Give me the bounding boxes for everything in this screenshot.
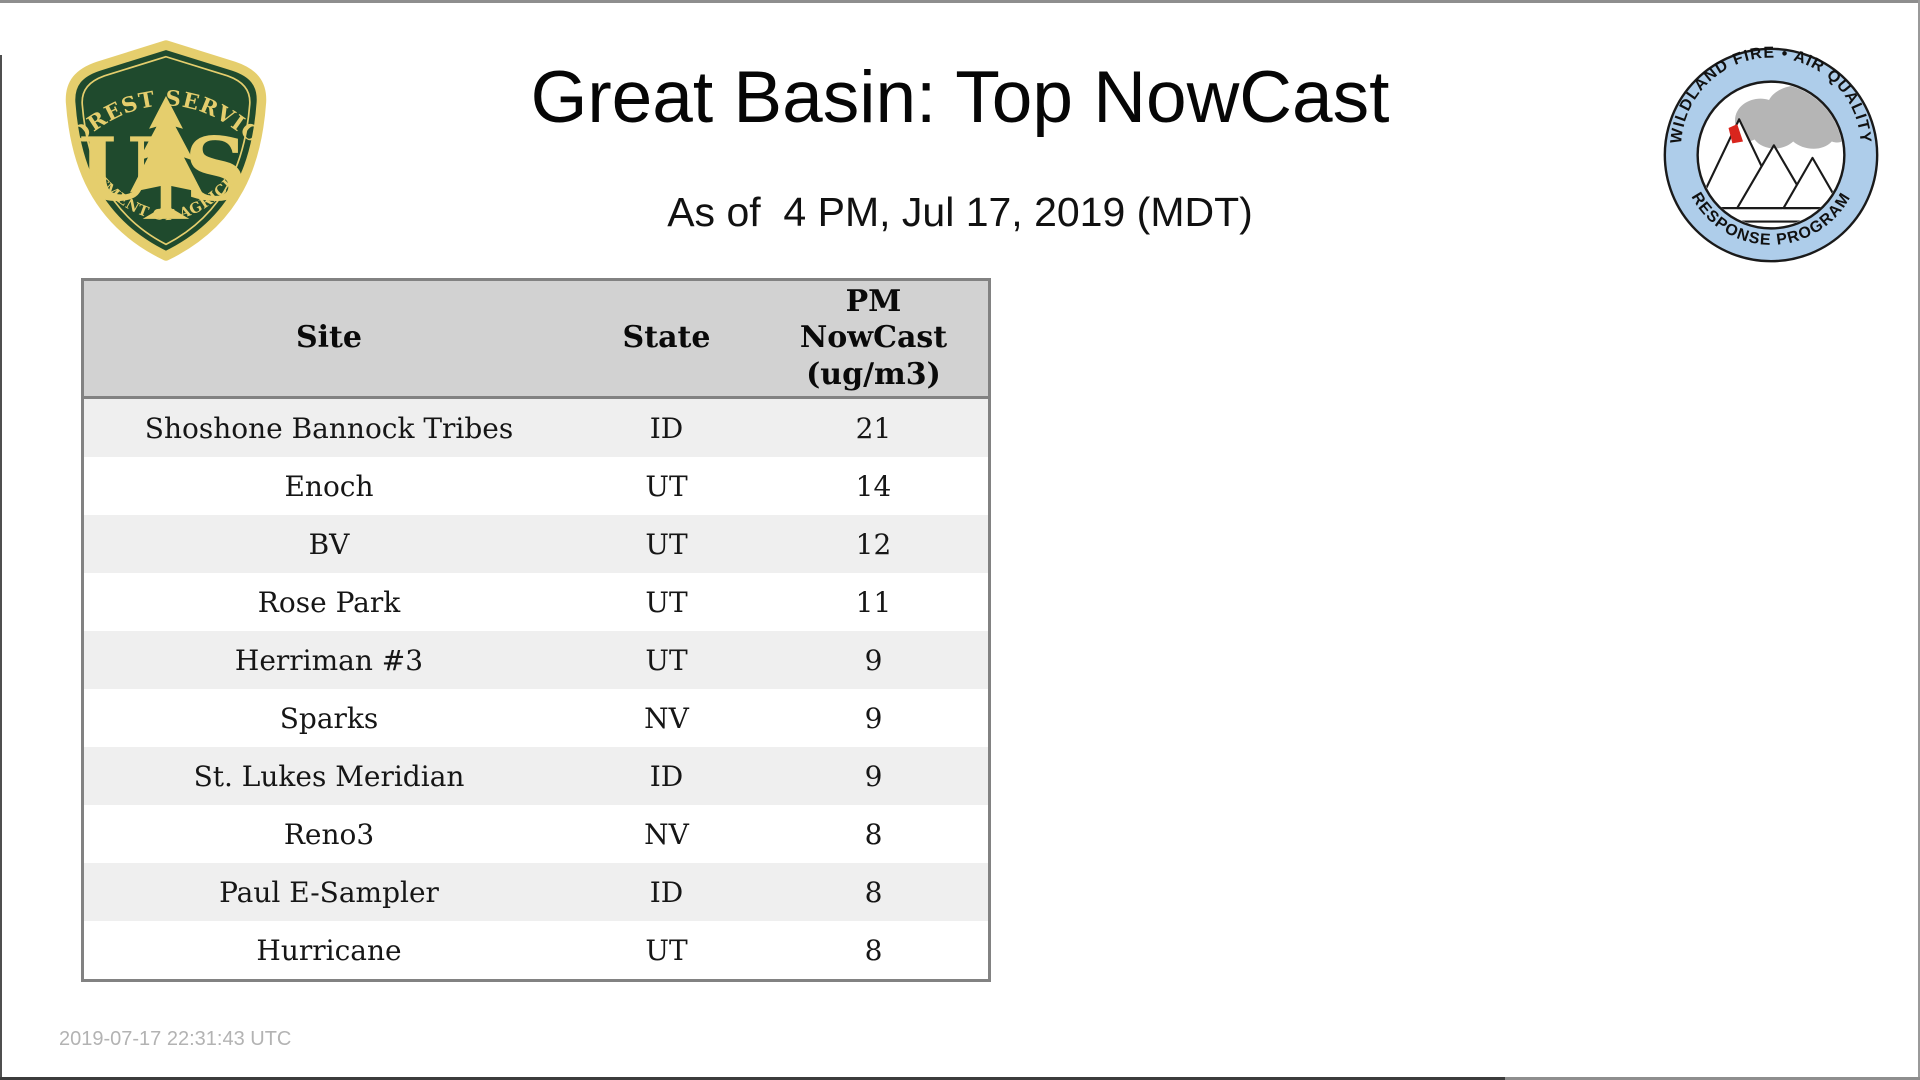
- site-cell: Paul E-Sampler: [219, 875, 439, 909]
- state-cell: NV: [644, 701, 689, 735]
- nowcast-table: Site State PM NowCast (ug/m3) Shoshone B…: [81, 278, 991, 982]
- column-header-pm-nowcast: PM NowCast (ug/m3): [799, 283, 948, 392]
- slide-border-right: [1918, 0, 1920, 1080]
- site-cell: Rose Park: [257, 585, 401, 619]
- table-row: Enoch UT 14: [84, 457, 988, 515]
- table-row: Shoshone Bannock Tribes ID 21: [84, 399, 988, 457]
- table-row: Sparks NV 9: [84, 689, 988, 747]
- page-title: Great Basin: Top NowCast: [530, 57, 1390, 138]
- slide-border-left: [0, 55, 2, 1080]
- pm-nowcast-cell: 9: [864, 701, 883, 735]
- site-cell: BV: [308, 527, 350, 561]
- pm-nowcast-cell: 9: [864, 643, 883, 677]
- state-cell: ID: [649, 759, 684, 793]
- site-cell: Reno3: [283, 817, 375, 851]
- table-body: Shoshone Bannock Tribes ID 21 Enoch UT 1…: [84, 399, 988, 979]
- state-cell: UT: [645, 643, 688, 677]
- pm-nowcast-cell: 14: [855, 469, 892, 503]
- table-row: Herriman #3 UT 9: [84, 631, 988, 689]
- pm-nowcast-cell: 11: [855, 585, 892, 619]
- pm-nowcast-cell: 8: [864, 933, 883, 967]
- wfaqrp-logo-icon: WILDLAND FIRE • AIR QUALITY RESPONSE PRO…: [1663, 45, 1879, 263]
- pm-nowcast-cell: 8: [864, 875, 883, 909]
- column-header-state: State: [622, 320, 711, 356]
- state-cell: UT: [645, 585, 688, 619]
- table-row: BV UT 12: [84, 515, 988, 573]
- usfs-logo-icon: FOREST SERVICE U S DEPARTMENT OF AGRICUL…: [60, 38, 267, 261]
- table-header-row: Site State PM NowCast (ug/m3): [84, 281, 988, 399]
- state-cell: ID: [649, 875, 684, 909]
- usfs-letter-s: S: [184, 119, 247, 221]
- state-cell: UT: [645, 469, 688, 503]
- site-cell: Shoshone Bannock Tribes: [144, 411, 514, 445]
- site-cell: Sparks: [279, 701, 379, 735]
- site-cell: Enoch: [284, 469, 374, 503]
- page-subtitle: As of 4 PM, Jul 17, 2019 (MDT): [667, 189, 1253, 235]
- pm-nowcast-cell: 9: [864, 759, 883, 793]
- slide-border-top: [0, 0, 1920, 3]
- pm-nowcast-cell: 21: [855, 411, 892, 445]
- usfs-pine-tree-icon: [129, 95, 203, 219]
- state-cell: NV: [644, 817, 689, 851]
- pm-nowcast-cell: 12: [855, 527, 892, 561]
- flame-icon: [1728, 124, 1744, 144]
- table-row: Hurricane UT 8: [84, 921, 988, 979]
- site-cell: St. Lukes Meridian: [193, 759, 465, 793]
- usfs-letter-u: U: [78, 119, 154, 221]
- generated-timestamp: 2019-07-17 22:31:43 UTC: [59, 1028, 292, 1050]
- table-row: St. Lukes Meridian ID 9: [84, 747, 988, 805]
- slide-border-bottom: [0, 1077, 1920, 1080]
- state-cell: UT: [645, 933, 688, 967]
- state-cell: ID: [649, 411, 684, 445]
- state-cell: UT: [645, 527, 688, 561]
- site-cell: Hurricane: [256, 933, 402, 967]
- column-header-site: Site: [295, 320, 362, 356]
- table-row: Reno3 NV 8: [84, 805, 988, 863]
- pm-nowcast-cell: 8: [864, 817, 883, 851]
- site-cell: Herriman #3: [234, 643, 424, 677]
- table-row: Paul E-Sampler ID 8: [84, 863, 988, 921]
- table-row: Rose Park UT 11: [84, 573, 988, 631]
